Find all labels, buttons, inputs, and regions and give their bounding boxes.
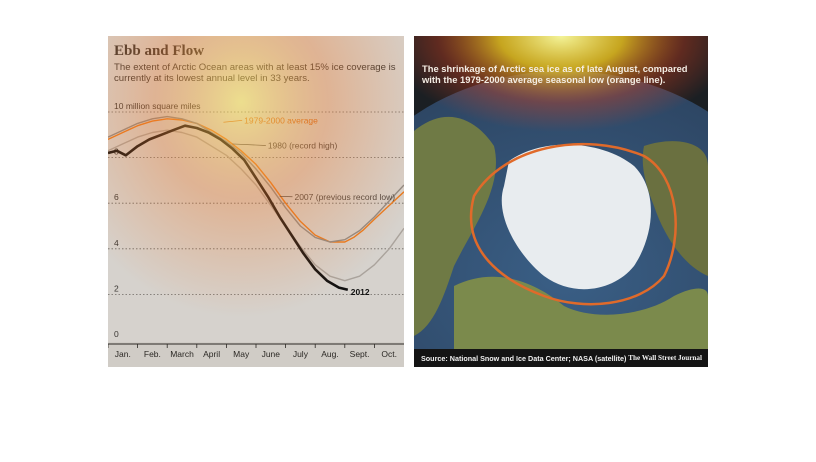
x-tick-label: Sept.: [350, 349, 370, 359]
x-tick-label: March: [170, 349, 194, 359]
series-line-2007: [108, 129, 404, 282]
x-tick-label: Aug.: [321, 349, 339, 359]
annotation-leader: [232, 143, 266, 146]
series-annotation: 1980 (record high): [268, 140, 338, 150]
series-annotation: 2007 (previous record low): [294, 192, 395, 202]
x-tick-label: May: [233, 349, 250, 359]
landmass-south: [454, 276, 708, 349]
series-annotation: 1979-2000 average: [244, 115, 318, 125]
x-tick-label: July: [293, 349, 309, 359]
x-tick-label: June: [262, 349, 281, 359]
map-footer: Source: National Snow and Ice Data Cente…: [414, 349, 708, 367]
y-tick-label: 4: [114, 238, 119, 248]
y-tick-label: 2: [114, 283, 119, 293]
chart-panel: Ebb and Flow The extent of Arctic Ocean …: [108, 36, 404, 367]
series-annotation: 2012: [351, 287, 370, 297]
y-tick-label: 10 million square miles: [114, 101, 200, 111]
map-caption: The shrinkage of Arctic sea ice as of la…: [422, 63, 688, 85]
y-tick-label: 0: [114, 329, 119, 339]
highlight-glow: [414, 36, 708, 196]
y-tick-label: 6: [114, 192, 119, 202]
arctic-satellite-map: [414, 36, 708, 367]
annotation-leader: [223, 120, 243, 123]
source-note: Source: National Snow and Ice Data Cente…: [421, 354, 627, 363]
x-tick-label: April: [203, 349, 220, 359]
publisher-credit: The Wall Street Journal: [628, 354, 702, 362]
satellite-map-panel: The shrinkage of Arctic sea ice as of la…: [414, 36, 708, 367]
x-tick-label: Feb.: [144, 349, 161, 359]
x-tick-label: Oct.: [381, 349, 397, 359]
x-tick-label: Jan.: [115, 349, 131, 359]
